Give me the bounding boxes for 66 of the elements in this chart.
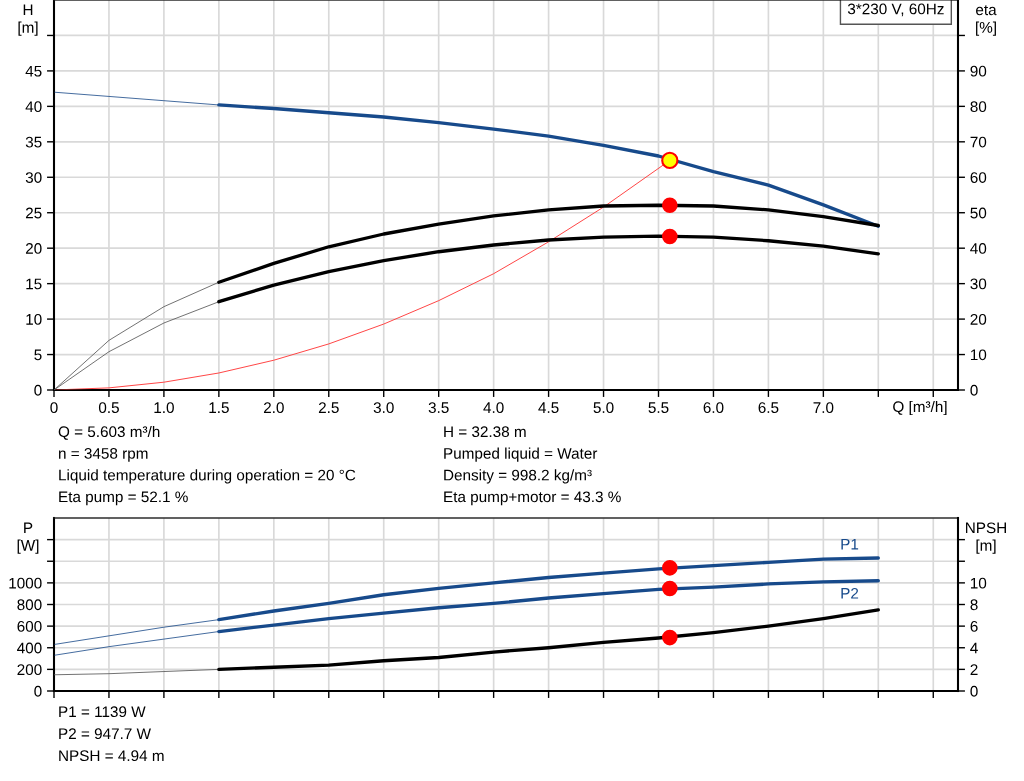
- text: H = 32.38 m: [444, 426, 526, 438]
- y2-tick-label: 2: [970, 664, 978, 675]
- y-tick-label: 30: [25, 172, 42, 183]
- annotation: 3*230 V, 60Hz: [847, 3, 944, 17]
- y-tick-label: 40: [25, 101, 42, 113]
- x-tick-label: 5.0: [593, 402, 614, 414]
- y2-tick-label: 10: [970, 577, 987, 589]
- y2-axis-title: NPSH [m]: [966, 522, 1006, 554]
- text: NPSH = 4.94 m: [59, 750, 164, 762]
- y-tick-label: 0: [34, 384, 42, 396]
- x-tick-label: 2.5: [318, 402, 339, 414]
- y-tick-label: 35: [25, 136, 42, 148]
- y2-tick-label: 70: [970, 136, 987, 148]
- y-tick-label: 10: [26, 313, 42, 325]
- text: Pumped liquid = Water: [444, 447, 598, 462]
- y-tick-label: 20: [25, 243, 42, 254]
- text: Eta pump+motor = 43.3 %: [444, 491, 621, 506]
- y2-tick-label: 60: [970, 172, 987, 183]
- y-tick-label: 800: [17, 599, 42, 611]
- y-tick-label: 25: [25, 207, 42, 219]
- x-tick-label: 6.5: [758, 402, 779, 414]
- y-tick-label: 600: [17, 620, 42, 632]
- y2-tick-label: 6: [970, 620, 978, 632]
- y2-tick-label: 50: [970, 207, 987, 219]
- x-tick-label: 1.0: [154, 402, 174, 414]
- y2-tick-label: 4: [970, 642, 978, 654]
- y2-tick-label: 80: [970, 101, 987, 113]
- y2-axis-title: eta [%]: [976, 5, 997, 36]
- x-tick-label: 6.0: [703, 402, 724, 414]
- x-axis-title: Q [m³/h]: [893, 400, 947, 416]
- x-tick-label: 7.0: [813, 402, 834, 414]
- y2-tick-label: 8: [970, 599, 978, 611]
- y2-tick-label: 0: [970, 384, 978, 396]
- y-tick-label: 15: [26, 278, 42, 290]
- text: Eta pump = 52.1 %: [59, 491, 188, 506]
- x-tick-label: 0: [50, 402, 58, 414]
- x-tick-label: 4.0: [483, 402, 504, 414]
- x-tick-label: 2.0: [263, 402, 284, 414]
- text: Density = 998.2 kg/m³: [444, 469, 592, 484]
- y-axis-title: P [W]: [17, 522, 39, 554]
- y2-tick-label: 30: [970, 278, 987, 290]
- y-tick-label: 45: [25, 65, 42, 77]
- x-tick-label: 3.5: [428, 402, 449, 414]
- series-label: P1: [841, 538, 859, 550]
- y-tick-label: 5: [34, 349, 42, 361]
- y2-tick-label: 20: [970, 313, 987, 325]
- y2-tick-label: 90: [970, 65, 987, 77]
- x-tick-label: 3.0: [373, 402, 394, 414]
- series-label: P2: [841, 587, 859, 599]
- text: Q = 5.603 m³/h: [58, 425, 160, 440]
- text: n = 3458 rpm: [59, 447, 148, 462]
- x-tick-label: 4.5: [538, 402, 559, 414]
- y2-tick-label: 0: [970, 685, 978, 697]
- y2-tick-label: 40: [970, 243, 987, 254]
- x-tick-label: 0.5: [98, 402, 119, 414]
- text: P1 = 1139 W: [59, 706, 146, 718]
- x-tick-label: 1.5: [209, 402, 229, 414]
- text: P2 = 947.7 W: [59, 728, 151, 740]
- x-tick-label: 5.5: [648, 402, 669, 414]
- y-axis-title: H [m]: [18, 4, 38, 36]
- y-tick-label: 200: [17, 664, 42, 676]
- y2-tick-label: 10: [970, 349, 987, 361]
- y-tick-label: 0: [34, 685, 42, 697]
- y-tick-label: 1000: [9, 577, 42, 589]
- text: Liquid temperature during operation = 20 °C: [59, 469, 356, 484]
- y-tick-label: 400: [17, 642, 42, 654]
